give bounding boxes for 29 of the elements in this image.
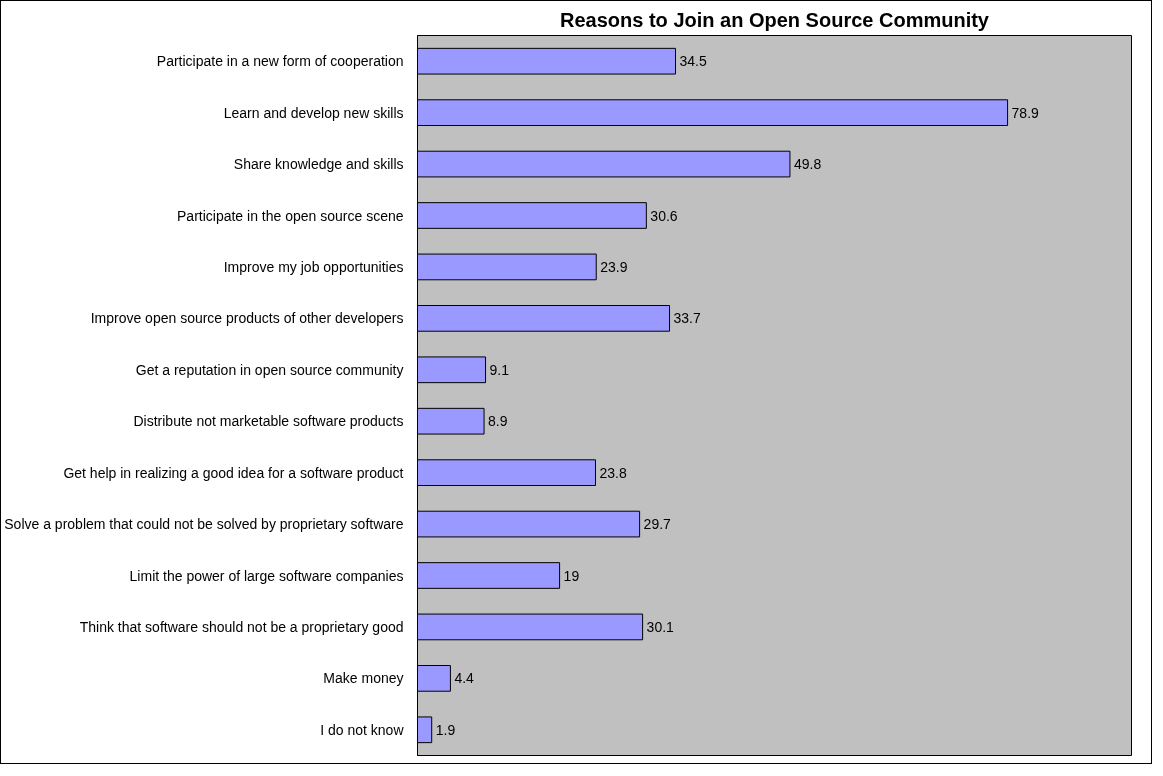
data-label: 78.9 [1011,104,1040,121]
data-label: 29.7 [643,516,672,533]
y-tick-label: Limit the power of large software companies [129,567,404,584]
data-label: 23.9 [600,258,628,275]
y-tick-label: Get a reputation in open source community [135,361,404,378]
chart-title: Reasons to Join an Open Source Community [560,8,990,31]
data-label: 19 [563,567,580,584]
y-tick-label: Learn and develop new skills [223,104,404,121]
data-label: 49.8 [793,156,822,173]
y-tick-label: Think that software should not be a proprietary good [79,618,404,635]
y-tick-label: Improve open source products of other developers [90,310,404,327]
y-tick-label: Distribute not marketable software products [133,413,404,430]
y-tick-label: Get help in realizing a good idea for a software product [63,464,404,481]
y-tick-label: Participate in the open source scene [177,207,404,224]
data-label: 30.6 [650,207,678,224]
data-label: 4.4 [454,670,475,687]
data-label: 23.8 [599,464,627,481]
y-tick-label: Participate in a new form of cooperation [156,53,404,70]
data-label: 33.7 [673,310,701,327]
y-tick-label: Improve my job opportunities [223,258,404,275]
y-tick-label: I do not know [320,721,405,738]
y-tick-label: Solve a problem that could not be solved by proprietary software [4,516,404,533]
y-tick-label: Share knowledge and skills [233,156,404,173]
data-label: 34.5 [679,53,707,70]
data-label: 9.1 [489,361,510,378]
data-label: 8.9 [488,413,508,430]
data-label: 30.1 [646,618,675,635]
data-label: 1.9 [435,721,456,738]
y-tick-label: Make money [323,670,404,687]
